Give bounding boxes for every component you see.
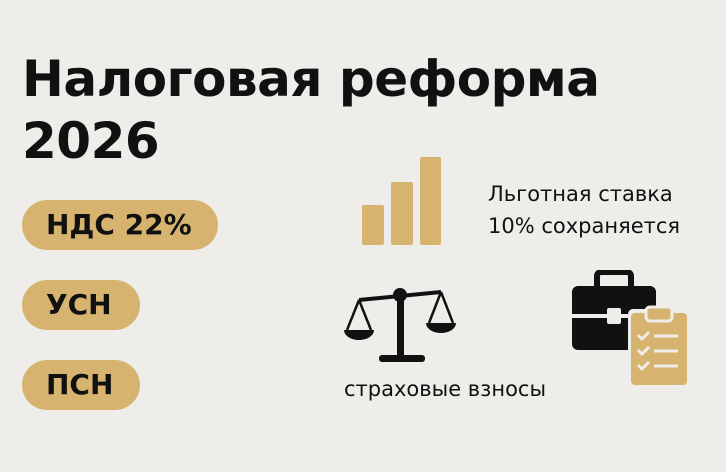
page-title: Налоговая реформа 2026 [22, 48, 600, 172]
bar-chart-icon [362, 157, 441, 245]
pill-psn: ПСН [22, 360, 140, 410]
benefit-line-1: Льготная ставка [488, 182, 673, 206]
title-line-1: Налоговая реформа [22, 50, 600, 108]
pill-usn: УСН [22, 280, 140, 330]
benefit-text: Льготная ставка 10% сохраняется [488, 178, 680, 242]
insurance-label: страховые взносы [344, 377, 547, 401]
title-line-2: 2026 [22, 112, 160, 170]
clipboard-checklist-icon [628, 305, 690, 387]
benefit-line-2: 10% сохраняется [488, 214, 681, 238]
pill-vat: НДС 22% [22, 200, 218, 250]
scales-icon [344, 288, 456, 362]
